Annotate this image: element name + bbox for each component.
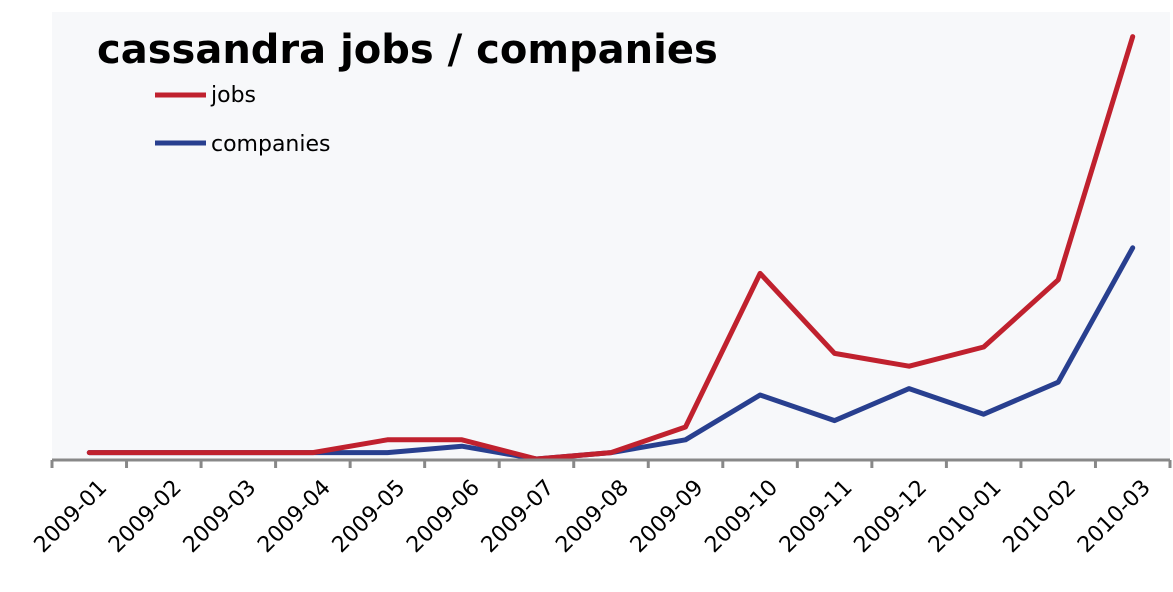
x-tick-label: 2009-11 xyxy=(775,475,858,558)
x-tick-label: 2009-05 xyxy=(328,475,411,558)
x-tick-label: 2009-08 xyxy=(551,475,634,558)
x-tick-label: 2010-01 xyxy=(924,475,1007,558)
legend: jobs companies xyxy=(155,83,331,157)
x-tick-label: 2010-03 xyxy=(1073,475,1156,558)
x-tick-label: 2009-04 xyxy=(253,475,336,558)
chart-title: cassandra jobs / companies xyxy=(97,27,718,73)
x-tick-label: 2009-12 xyxy=(849,475,932,558)
x-tick-label: 2009-03 xyxy=(179,475,262,558)
x-tick-label: 2009-10 xyxy=(700,475,783,558)
x-tick-labels: 2009-012009-022009-032009-042009-052009-… xyxy=(30,475,1156,558)
series-line-jobs xyxy=(86,34,1136,462)
x-ticks xyxy=(50,460,1172,468)
series-layer xyxy=(86,34,1136,462)
legend-label-companies: companies xyxy=(211,132,331,157)
x-tick-label: 2009-09 xyxy=(626,475,709,558)
x-tick-label: 2009-01 xyxy=(30,475,113,558)
x-tick-label: 2010-02 xyxy=(999,475,1082,558)
x-tick-label: 2009-07 xyxy=(477,475,560,558)
x-tick-label: 2009-06 xyxy=(402,475,485,558)
legend-label-jobs: jobs xyxy=(210,83,256,108)
plot-area xyxy=(52,12,1170,460)
x-tick-label: 2009-02 xyxy=(104,475,187,558)
